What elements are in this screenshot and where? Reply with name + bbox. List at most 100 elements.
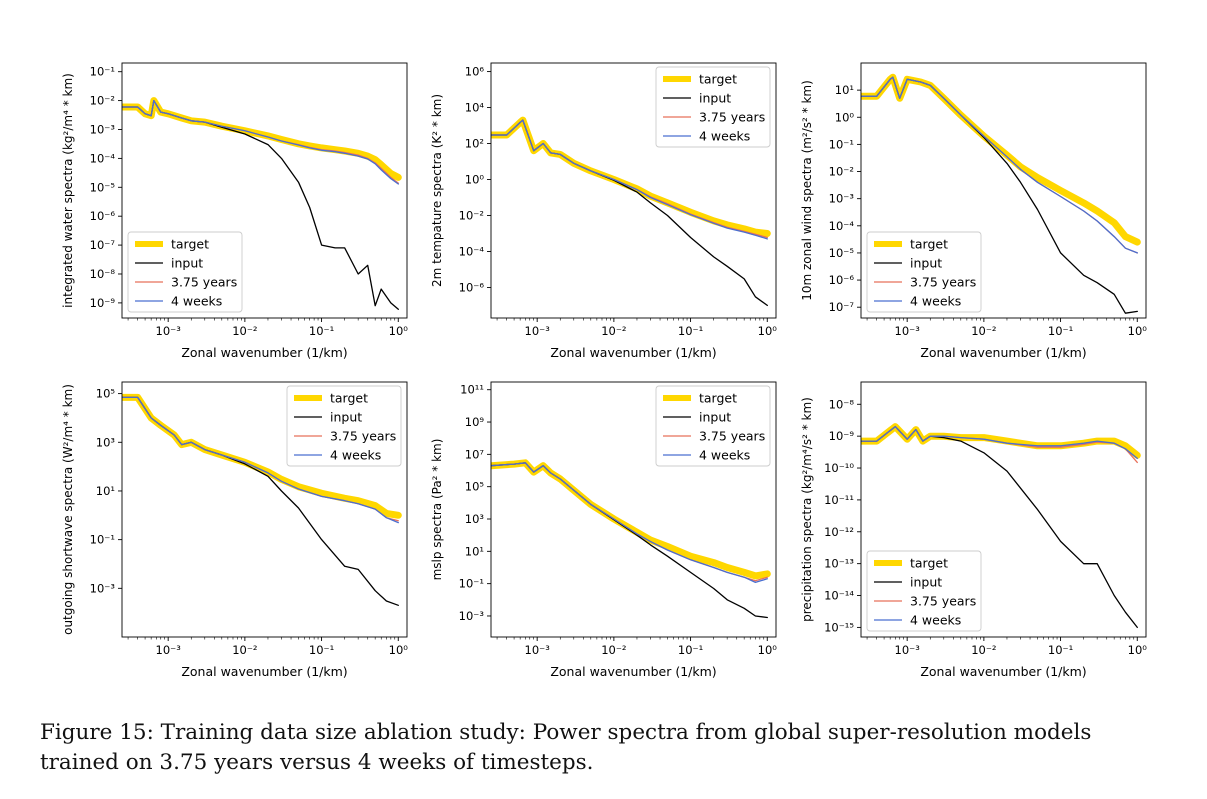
figure: 10⁻³ 10⁻² 10⁻¹ 10⁰ 10⁻⁹ 10⁻⁸ 10⁻⁷ 10⁻⁶ 10⁻⁵ 10⁻⁴ 1… [61,62,1147,679]
series-line-weeks [122,99,399,185]
series-line-years [861,76,1138,254]
y-tick-label: 10⁻⁹ [829,429,855,443]
legend-label-weeks: 4 weeks [910,294,961,309]
y-tick-label: 10⁻³ [90,122,116,136]
x-axis-label: Zonal wavenumber (1/km) [550,345,716,360]
legend: target input 3.75 years 4 weeks [127,231,243,313]
y-tick-label: 10⁻¹ [90,65,115,79]
series-line-weeks [491,119,768,240]
x-axis-label: Zonal wavenumber (1/km) [920,345,1086,360]
x-tick-label: 10⁻¹ [1048,324,1073,338]
legend-box [127,231,243,313]
x-tick-label: 10⁻² [232,324,257,338]
x-tick-label: 10⁰ [389,324,409,338]
y-tick-label: 10⁻⁹ [90,296,116,310]
legend-label-input: input [699,91,731,106]
x-axis-label: Zonal wavenumber (1/km) [550,664,716,679]
axes-frame [490,62,777,319]
y-tick-label: 10¹¹ [460,383,484,397]
legend: target input 3.75 years 4 weeks [655,66,771,148]
legend: target input 3.75 years 4 weeks [866,550,982,632]
y-tick-label: 10⁵ [465,480,485,494]
y-tick-label: 10⁻⁶ [90,209,116,223]
y-tick-label: 10⁻¹⁵ [824,620,854,634]
legend-box [866,231,982,313]
legend-label-years: 3.75 years [330,429,396,444]
y-tick-label: 10⁻⁵ [829,246,855,260]
y-tick-label: 10⁻³ [829,192,855,206]
y-tick-label: 10⁻³ [90,581,116,595]
legend-label-input: input [699,410,731,425]
legend-label-target: target [910,237,948,252]
legend-label-years: 3.75 years [699,429,765,444]
x-tick-label: 10⁻¹ [678,324,703,338]
y-tick-label: 10¹ [465,544,484,558]
y-tick-label: 10⁻⁶ [459,280,485,294]
axes-frame [121,381,408,638]
y-tick-label: 10⁷ [465,447,485,461]
x-tick-label: 10⁻¹ [309,643,334,657]
legend: target input 3.75 years 4 weeks [866,231,982,313]
y-axis-label: outgoing shortwave spectra (W²/m⁴ * km) [61,384,75,635]
y-axis-label: mslp spectra (Pa² * km) [430,439,444,581]
chart-panel-5: 10⁻³ 10⁻² 10⁻¹ 10⁰ 10⁻³ 10⁻¹ 10¹ 10³ 10⁵ 10⁷ 10⁹ 10… [430,381,777,679]
x-tick-label: 10⁻² [971,643,996,657]
y-tick-label: 10⁻⁴ [829,219,855,233]
legend: target input 3.75 years 4 weeks [286,385,402,467]
x-tick-label: 10⁻¹ [678,643,703,657]
y-tick-label: 10⁻⁸ [829,397,855,411]
legend-label-input: input [910,575,942,590]
chart-panel-4: 10⁻³ 10⁻² 10⁻¹ 10⁰ 10⁻³ 10⁻¹ 10¹ 10³ 10⁵ Zonal wa… [61,381,408,679]
legend-label-target: target [171,237,209,252]
y-tick-label: 10³ [465,512,485,526]
series-line-target [491,459,771,580]
y-tick-label: 10⁻² [829,165,854,179]
x-tick-label: 10⁻³ [525,324,551,338]
y-tick-label: 10⁻⁵ [90,180,116,194]
legend-label-weeks: 4 weeks [910,613,961,628]
x-tick-label: 10⁻³ [895,643,921,657]
legend-label-target: target [699,391,737,406]
legend-label-years: 3.75 years [171,275,237,290]
x-tick-label: 10⁻² [601,643,626,657]
y-axis-label: integrated water spectra (kg²/m⁴ * km) [61,73,75,308]
x-tick-label: 10⁻² [601,324,626,338]
y-tick-label: 10⁰ [835,110,855,124]
series-line-weeks [122,396,399,524]
chart-panel-2: 10⁻³ 10⁻² 10⁻¹ 10⁰ 10⁻⁶ 10⁻⁴ 10⁻² 10⁰ 10² 10⁴ 10⁶ Z… [430,62,778,360]
x-tick-label: 10⁻¹ [309,324,334,338]
x-tick-label: 10⁰ [758,324,778,338]
series-line-input [491,462,768,619]
legend-label-years: 3.75 years [699,110,765,125]
legend-label-weeks: 4 weeks [699,448,750,463]
y-axis-label: precipitation spectra (kg²/m⁴/s² * km) [800,397,814,622]
y-tick-label: 10² [465,137,484,151]
y-tick-label: 10³ [96,435,116,449]
legend-label-target: target [330,391,368,406]
x-tick-label: 10⁻³ [895,324,921,338]
series-line-years [491,462,768,582]
y-tick-label: 10¹ [835,83,854,97]
legend: target input 3.75 years 4 weeks [655,385,771,467]
x-axis-label: Zonal wavenumber (1/km) [920,664,1086,679]
legend-box [655,385,771,467]
axes-frame [490,381,777,638]
legend-label-weeks: 4 weeks [171,294,222,309]
x-tick-label: 10⁻³ [525,643,551,657]
legend-box [866,550,982,632]
y-tick-label: 10⁻⁴ [90,151,116,165]
y-tick-label: 10⁰ [465,173,485,187]
y-tick-label: 10⁻¹² [824,525,854,539]
y-axis-label: 2m tempature spectra (K² * km) [430,94,444,287]
legend-box [286,385,402,467]
series-line-weeks [491,462,768,584]
chart-panel-6: 10⁻³ 10⁻² 10⁻¹ 10⁰ 10⁻¹⁵ 10⁻¹⁴ 10⁻¹³ 10⁻¹² 10⁻¹¹… [800,381,1147,679]
y-tick-label: 10⁻¹ [829,137,854,151]
y-tick-label: 10⁻³ [459,609,485,623]
chart-panel-1: 10⁻³ 10⁻² 10⁻¹ 10⁰ 10⁻⁹ 10⁻⁸ 10⁻⁷ 10⁻⁶ 10⁻⁵ 10⁻⁴ 1… [61,62,409,360]
y-tick-label: 10⁻⁷ [90,238,116,252]
x-tick-label: 10⁻¹ [1048,643,1073,657]
y-tick-label: 10⁻² [90,94,115,108]
x-tick-label: 10⁻² [971,324,996,338]
series-line-target [861,73,1141,246]
